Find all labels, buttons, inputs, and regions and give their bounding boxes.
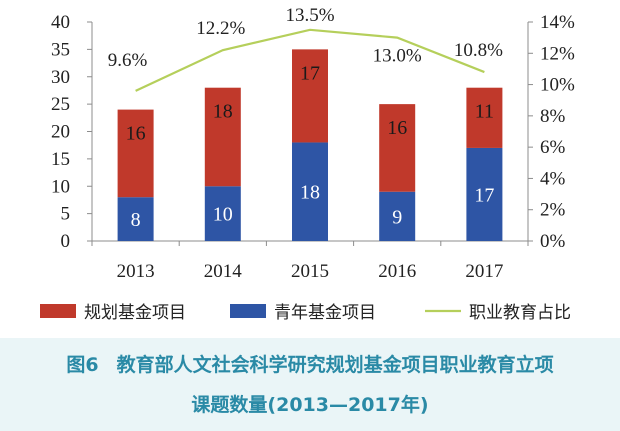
bar-value-label: 17 [300, 62, 320, 84]
stacked-bar-line-chart: 0 5 10 15 20 25 30 35 40 0% 2% 4% 6% 8% 10% 12% 14% 2013 2… [40, 5, 575, 322]
figure-caption-line-1: 图6 教育部人文社会科学研究规划基金项目职业教育立项 [0, 350, 620, 377]
percentage-label: 9.6% [108, 50, 148, 71]
chart-panel: 0 5 10 15 20 25 30 35 40 0% 2% 4% 6% 8% 10% 12% 14% 2013 2… [0, 0, 620, 338]
bar-value-label: 8 [131, 209, 141, 231]
x-tick-label: 2013 [117, 261, 155, 282]
bar-value-label: 18 [300, 182, 320, 204]
bar-segment [117, 109, 154, 198]
bar-value-label: 10 [213, 204, 233, 226]
bar-value-label: 11 [475, 101, 494, 123]
bar-segment [292, 142, 328, 241]
left-tick-label: 0 [61, 231, 71, 252]
left-tick-label: 30 [51, 67, 70, 88]
bar-value-label: 16 [387, 117, 407, 139]
right-tick-label: 4% [540, 168, 566, 189]
percentage-label: 13.5% [285, 5, 334, 26]
left-tick-label: 10 [51, 176, 70, 197]
legend-label: 青年基金项目 [274, 303, 376, 322]
figure-title: 教育部人文社会科学研究规划基金项目职业教育立项 [116, 354, 554, 376]
x-tick-label: 2014 [204, 261, 243, 282]
right-tick-label: 0% [540, 231, 566, 252]
bar-segment [379, 104, 416, 192]
x-tick-label: 2017 [465, 261, 503, 282]
left-tick-label: 5 [61, 204, 71, 225]
bar-value-label: 9 [392, 206, 402, 228]
figure-caption-line-2: 课题数量(2013—2017年) [191, 394, 429, 416]
percentage-label: 10.8% [454, 40, 503, 61]
legend-label: 规划基金项目 [84, 303, 186, 322]
left-tick-label: 25 [51, 94, 70, 115]
right-tick-label: 2% [540, 200, 566, 221]
bar-segment [292, 49, 328, 143]
percentage-label: 12.2% [196, 18, 245, 39]
right-tick-label: 6% [540, 137, 566, 158]
left-tick-label: 20 [51, 122, 70, 143]
left-tick-label: 40 [51, 12, 70, 33]
legend-label: 职业教育占比 [469, 303, 571, 322]
right-tick-label: 14% [540, 12, 575, 33]
right-tick-label: 10% [540, 75, 575, 96]
bar-segment [466, 147, 503, 241]
legend-swatch [230, 304, 266, 318]
x-tick-label: 2015 [291, 261, 329, 282]
legend-swatch [40, 304, 76, 318]
bar-value-label: 16 [126, 123, 146, 145]
left-tick-label: 15 [51, 149, 70, 170]
bar-segment [204, 186, 241, 241]
bar-segment [466, 87, 503, 148]
bar-value-label: 18 [213, 101, 233, 123]
bar-segment [117, 197, 154, 241]
bar-segment [204, 87, 241, 187]
x-tick-label: 2016 [378, 261, 416, 282]
figure-number: 图6 [66, 354, 99, 376]
bar-segment [379, 191, 416, 241]
bar-value-label: 17 [474, 184, 494, 206]
right-tick-label: 8% [540, 106, 566, 127]
percentage-label: 13.0% [373, 46, 422, 67]
left-tick-label: 35 [51, 39, 70, 60]
right-tick-label: 12% [540, 43, 575, 64]
